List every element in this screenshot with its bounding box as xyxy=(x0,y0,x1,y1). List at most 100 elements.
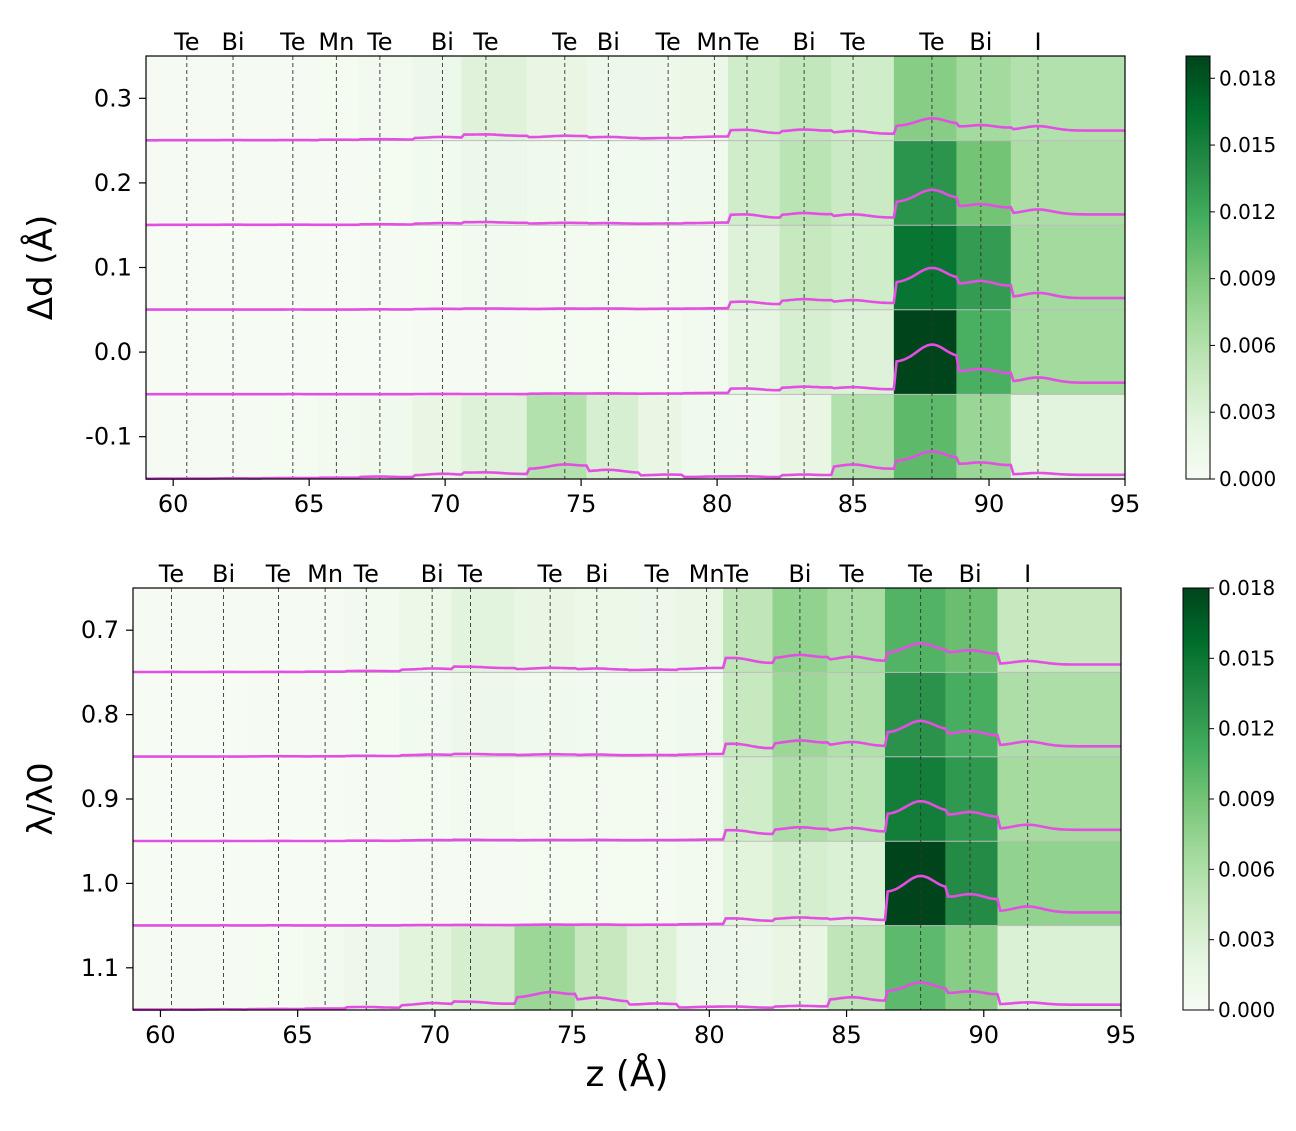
heatmap-cell xyxy=(344,756,400,842)
heatmap-cell xyxy=(412,309,462,395)
colorbar-segment xyxy=(1183,908,1209,913)
colorbar-segment xyxy=(1186,144,1210,149)
heatmap-cell xyxy=(451,756,515,842)
heatmap-cell xyxy=(303,672,345,758)
colorbar-segment xyxy=(1186,397,1210,403)
atom-label: Te xyxy=(644,560,670,588)
heatmap-cell xyxy=(945,756,998,842)
heatmap-cell xyxy=(727,309,781,395)
colorbar-segment xyxy=(1186,77,1210,82)
colorbar-segment xyxy=(1183,1002,1209,1008)
colorbar-segment xyxy=(1183,862,1209,867)
colorbar: 0.000 0.003 0.006 0.009 0.012 0.015 0.018 xyxy=(1182,576,1275,1022)
colorbar-segment xyxy=(1183,753,1209,758)
colorbar-segment xyxy=(1183,672,1209,677)
colorbar-segment xyxy=(1183,950,1209,955)
heatmap-cell xyxy=(412,225,462,311)
heatmap-cell xyxy=(956,225,1012,311)
heatmap-cell xyxy=(303,756,345,842)
colorbar-segment xyxy=(1183,858,1209,863)
colorbar-segment xyxy=(1183,813,1209,818)
heatmap-cell xyxy=(827,841,886,927)
colorbar-segment xyxy=(1186,115,1210,121)
colorbar-segment xyxy=(1186,84,1210,89)
colorbar-segment xyxy=(1186,168,1210,173)
y-tick-label: -0.1 xyxy=(85,423,132,451)
colorbar-segment xyxy=(1186,151,1210,156)
heatmap-cell xyxy=(586,56,639,142)
atom-label: Mn xyxy=(307,560,343,588)
colorbar-segment xyxy=(1186,433,1210,438)
y-tick-label: 0.9 xyxy=(81,785,119,813)
heatmap-cell xyxy=(344,925,400,1011)
colorbar-segment xyxy=(1186,186,1210,191)
heatmap-cell xyxy=(399,756,452,842)
colorbar-segment xyxy=(1186,133,1210,138)
colorbar-segment xyxy=(1186,320,1210,325)
colorbar-segment xyxy=(1183,841,1209,846)
atom-label: Bi xyxy=(585,560,608,588)
density-curve xyxy=(133,642,1121,674)
x-tick-label: 65 xyxy=(282,1021,313,1049)
colorbar-segment xyxy=(1186,419,1210,424)
density-curve xyxy=(133,874,1121,927)
colorbar-segment xyxy=(1183,668,1209,673)
heatmap-cell xyxy=(303,925,345,1011)
atom-label: Te xyxy=(457,560,483,588)
colorbar-segment xyxy=(1183,830,1209,835)
heatmap-cell xyxy=(262,225,318,311)
heatmap-cell xyxy=(997,588,1122,673)
colorbar-segment xyxy=(1183,693,1209,698)
colorbar-segment xyxy=(1183,978,1209,983)
atom-label: Te xyxy=(472,28,498,56)
colorbar-segment xyxy=(1186,73,1210,78)
colorbar-segment xyxy=(1186,299,1210,304)
colorbar-segment xyxy=(1186,211,1210,216)
atom-label: Bi xyxy=(221,28,244,56)
heatmap-cell xyxy=(461,394,528,480)
x-tick-label: 80 xyxy=(694,1021,725,1049)
colorbar-segment xyxy=(1183,640,1209,645)
colorbar-segment xyxy=(1186,119,1210,124)
colorbar-segment xyxy=(1186,200,1210,205)
y-tick-label: 0.8 xyxy=(81,701,119,729)
heatmap-cell xyxy=(945,672,998,758)
heatmap-cell xyxy=(627,841,677,927)
heatmap-cell xyxy=(893,140,957,226)
colorbar-segment xyxy=(1186,292,1210,297)
colorbar-segment xyxy=(1183,707,1209,712)
atom-label: Te xyxy=(838,560,864,588)
colorbar-segment xyxy=(1186,306,1210,311)
colorbar-segment xyxy=(1183,760,1209,765)
colorbar-tick-label: 0.012 xyxy=(1219,200,1276,224)
colorbar-segment xyxy=(1186,464,1210,470)
colorbar-segment xyxy=(1183,616,1209,621)
colorbar-segment xyxy=(1183,746,1209,751)
atom-label: Bi xyxy=(958,560,981,588)
colorbar-segment xyxy=(1183,682,1209,688)
colorbar-segment xyxy=(1186,228,1210,233)
colorbar-segment xyxy=(1183,960,1209,965)
heatmap-cell xyxy=(676,672,724,758)
atom-label: Te xyxy=(654,28,680,56)
y-axis-label: λ/λ0 xyxy=(21,762,61,835)
heatmap-cell xyxy=(1010,56,1126,142)
heatmap-cell xyxy=(213,394,264,480)
colorbar-segment xyxy=(1186,412,1210,417)
heatmap-cell xyxy=(461,140,528,226)
heatmap-cell xyxy=(248,756,304,842)
colorbar-segment xyxy=(1186,91,1210,96)
colorbar-tick-label: 0.015 xyxy=(1218,646,1275,670)
colorbar-segment xyxy=(1186,175,1210,180)
colorbar-segment xyxy=(1186,415,1210,420)
colorbar-segment xyxy=(1183,777,1209,783)
x-tick-label: 90 xyxy=(974,490,1005,518)
heatmap-cell xyxy=(727,394,781,480)
atom-label: Mn xyxy=(318,28,354,56)
colorbar-segment xyxy=(1183,915,1209,920)
colorbar-segment xyxy=(1183,925,1209,930)
heatmap-cell xyxy=(317,140,359,226)
heatmap-cell xyxy=(574,841,628,927)
colorbar-segment xyxy=(1186,278,1210,283)
colorbar-segment xyxy=(1186,189,1210,195)
